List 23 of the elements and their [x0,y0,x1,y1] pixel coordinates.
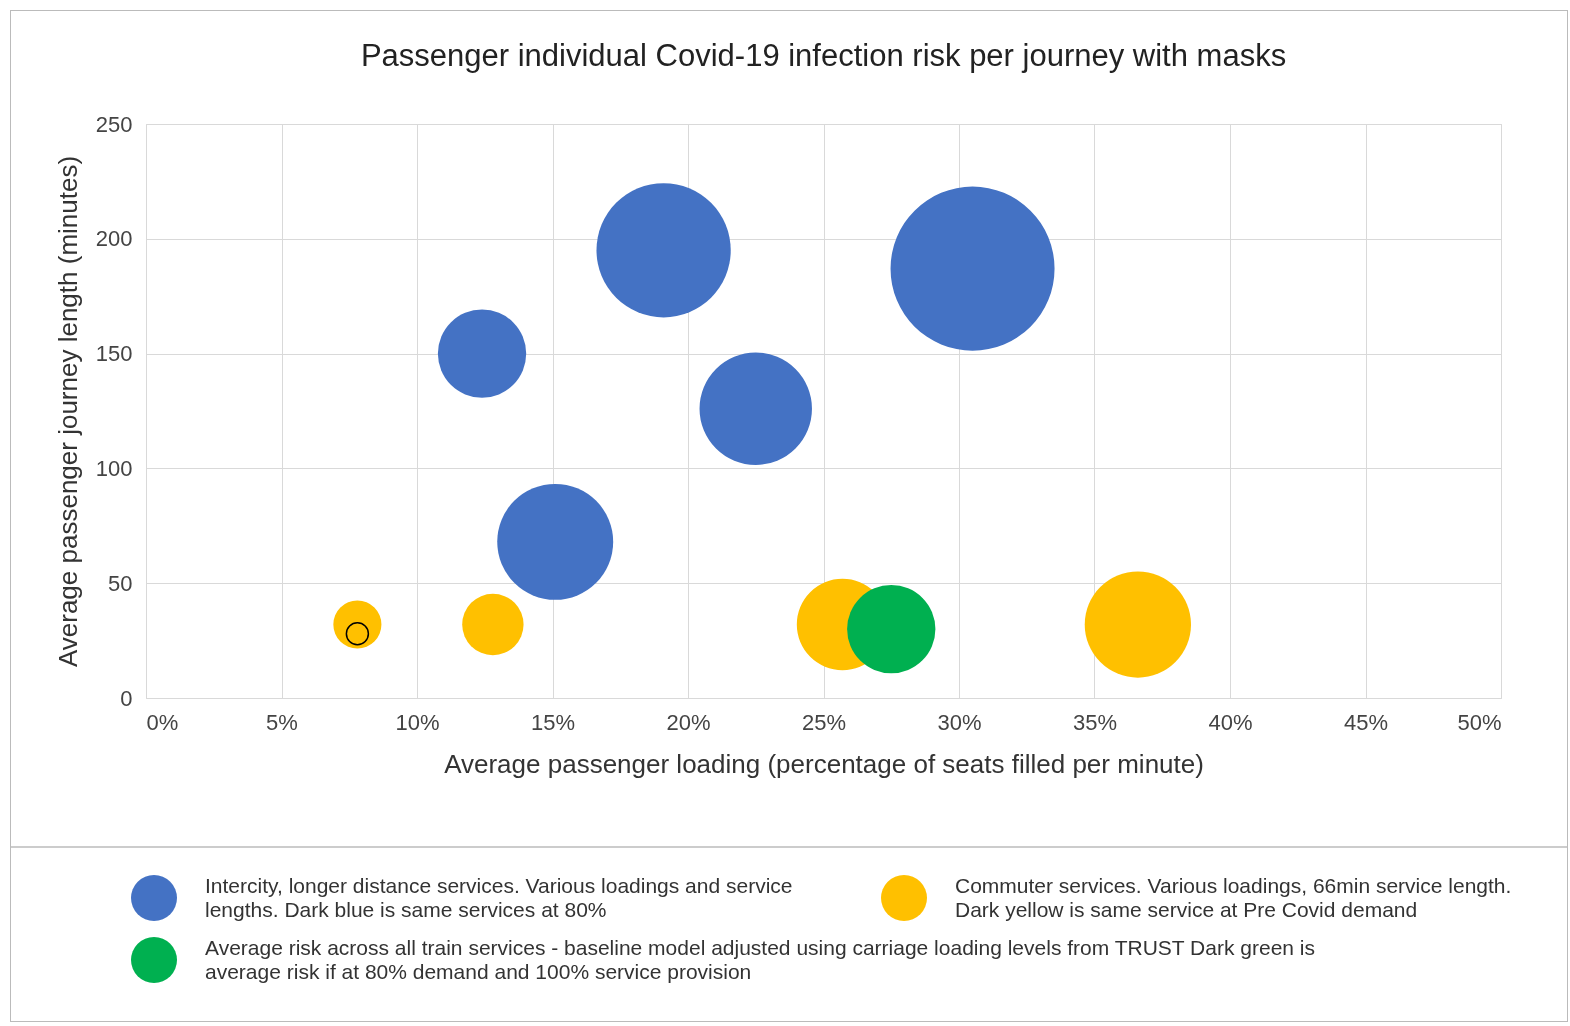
x-tick-label: 50% [1457,709,1502,735]
x-tick-label: 15% [530,709,576,735]
x-tick-label: 10% [395,709,440,735]
chart-title: Passenger individual Covid-19 infection risk per journey with masks [360,38,1287,73]
x-tick-label: 45% [1343,709,1389,735]
legend-label: Commuter services. Various loadings, 66min service length. Dark yellow is same service at Pre Covid demand [955,874,1513,922]
x-tick-label: 35% [1072,709,1118,735]
y-axis-title: Average passenger journey length (minutes) [52,155,83,668]
y-tick-label: 100 [95,455,133,481]
x-tick-label: 40% [1208,709,1253,735]
y-tick-label: 50 [108,570,133,596]
y-tick-label: 250 [95,111,133,137]
x-tick-label: 20% [666,709,711,735]
x-tick-label: 5% [266,709,298,735]
x-tick-label: 25% [801,709,847,735]
x-tick-label: 30% [937,709,982,735]
y-tick-label: 200 [95,226,133,252]
y-tick-label: 150 [95,341,133,367]
x-axis-title: Average passenger loading (percentage of seats filled per minute) [444,748,1204,779]
y-tick-label: 0 [120,685,133,711]
legend-label: Average risk across all train services - baseline model adjusted using carriage loading levels from TRUST Dark green is average risk if at 80% demand and 100% service provision [205,936,1316,984]
legend-label: Intercity, longer distance services. Various loadings and service lengths. Dark blue is same services at 80% [205,874,794,922]
x-tick-label: 0% [146,709,179,735]
